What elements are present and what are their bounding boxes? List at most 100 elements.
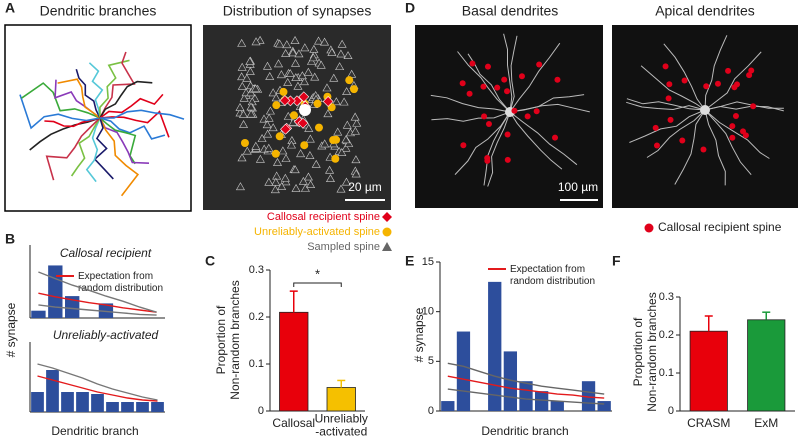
spine-marker [350, 112, 360, 121]
spine-marker [296, 149, 306, 158]
dendrite-image [704, 51, 762, 111]
dendrite [70, 117, 101, 177]
spine-marker [273, 59, 284, 68]
x-axis-label: Dendritic branch [51, 424, 138, 438]
spine-marker [725, 67, 732, 74]
spine-marker [255, 154, 265, 163]
dendrite [99, 51, 136, 119]
spine-marker [351, 169, 361, 178]
y-axis-label-line: Non-random branches [645, 292, 659, 411]
spine-marker [524, 113, 531, 120]
spine-marker [242, 73, 252, 82]
soma [700, 105, 710, 115]
legend-label-line: random distribution [510, 276, 595, 287]
spine-marker [331, 97, 341, 106]
spine-marker [275, 39, 285, 48]
dendrite [29, 117, 101, 151]
spine-marker [263, 129, 273, 138]
bar [91, 394, 104, 412]
spine-marker [653, 142, 660, 149]
chart-title: Unreliably-activated [53, 328, 159, 342]
dendrite-image [663, 43, 706, 111]
x-tick-label: CRASM [687, 416, 730, 430]
spine-marker [536, 61, 543, 68]
expectation-line [447, 375, 605, 399]
spine-marker [314, 123, 323, 132]
spine-marker [337, 39, 347, 48]
bar [456, 331, 471, 411]
spine-marker [306, 180, 316, 189]
dendrite-image [483, 111, 511, 186]
bar [46, 370, 59, 412]
dendrite [88, 62, 104, 119]
spine-marker [290, 165, 300, 174]
legend-marker [382, 242, 392, 251]
spine-marker [245, 66, 255, 75]
spine-marker [533, 108, 540, 115]
bar [597, 401, 611, 411]
legend-label: Expectation from random distribution [78, 271, 163, 294]
spine-marker [311, 159, 321, 168]
spine-marker [700, 146, 707, 153]
spine-marker [345, 76, 354, 85]
spine-marker [303, 172, 313, 181]
panel-title: Basal dendrites [462, 3, 559, 19]
spine-marker [667, 116, 674, 123]
spine-marker [281, 154, 291, 162]
spine-marker [290, 35, 300, 44]
spine-marker [316, 60, 326, 69]
spine-marker [323, 109, 333, 118]
bar [48, 265, 63, 318]
legend-marker [382, 212, 392, 222]
bar [488, 281, 502, 411]
spine-marker [285, 69, 295, 78]
spine-marker [552, 134, 559, 141]
spine-marker [352, 118, 362, 127]
dendrite [93, 117, 114, 180]
spine-marker [262, 61, 272, 70]
bar [121, 402, 134, 412]
spine-marker [271, 149, 280, 158]
dendrite-image [704, 109, 770, 159]
spine-marker [262, 120, 272, 129]
spine-marker [511, 107, 518, 114]
scale-label: 100 µm [558, 180, 598, 194]
legend-label: Sampled spine [307, 241, 380, 253]
y-axis-label: # synapse [4, 302, 18, 357]
y-axis-label-line: Proportion of [631, 317, 645, 386]
spine-marker [740, 128, 747, 135]
spine-marker [480, 83, 487, 90]
y-axis-label-line: Non-random branches [228, 280, 242, 399]
spine-marker [239, 119, 249, 128]
dendrite [75, 68, 101, 119]
spine-marker [300, 141, 309, 150]
dendrite [45, 117, 101, 181]
spine-marker [329, 73, 339, 82]
panel-title: Distribution of synapses [223, 3, 372, 19]
spine-marker [750, 103, 757, 110]
bar [279, 311, 309, 412]
y-axis-label: Proportion ofNon-random branches [631, 292, 659, 411]
spine-marker [342, 120, 352, 129]
spine-marker [271, 93, 281, 102]
bar [65, 296, 80, 318]
dendrite-image [629, 109, 706, 143]
x-tick-label: Callosal [272, 416, 315, 430]
dendrite-image [431, 111, 511, 122]
spine-marker [268, 88, 278, 97]
spine-marker [554, 76, 561, 83]
spine-marker [300, 43, 310, 52]
legend-label-line: Expectation from [78, 271, 153, 282]
spine-marker [235, 182, 245, 191]
dendrite-image [430, 94, 511, 113]
spine-marker [313, 99, 322, 108]
bar [76, 392, 89, 412]
spine-marker [264, 113, 274, 122]
dendrite-image [646, 109, 706, 158]
spine-marker [481, 113, 488, 120]
dendrite-image [626, 98, 706, 111]
spine-marker [265, 106, 275, 115]
dendrite-image [640, 65, 706, 111]
y-axis-label: Proportion ofNon-random branches [214, 280, 242, 399]
spine-marker [272, 157, 283, 166]
